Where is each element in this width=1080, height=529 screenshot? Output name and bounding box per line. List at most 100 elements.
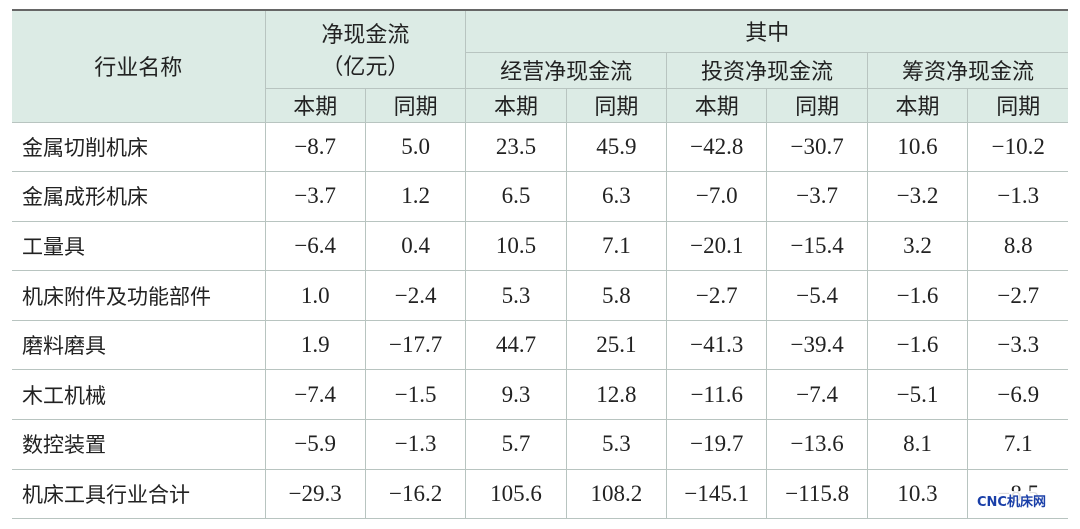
value-cell: −1.6 — [866, 319, 969, 371]
value-cell: −145.1 — [666, 468, 768, 520]
value-cell: −8.7 — [264, 121, 366, 173]
header-cell: 同期 — [766, 87, 868, 123]
table-row: 金属成形机床 −3.7 1.2 6.5 6.3 −7.0 −3.7 −3.2 −1.3 — [12, 171, 1069, 222]
value-cell: −13.6 — [766, 419, 868, 470]
value-cell: 108.2 — [565, 468, 668, 520]
header-cell: 同期 — [967, 87, 1069, 123]
table-row: 数控装置 −5.9 −1.3 5.7 5.3 −19.7 −13.6 8.1 7.1 — [12, 419, 1069, 470]
value-cell: 5.3 — [465, 270, 567, 321]
value-cell: −7.0 — [666, 171, 768, 222]
value-cell: 10.3 — [866, 468, 969, 520]
value-cell: −7.4 — [264, 369, 366, 421]
header-cell: 同期 — [565, 87, 668, 123]
value-cell: −39.4 — [766, 319, 868, 371]
value-cell: 5.8 — [565, 270, 668, 321]
value-cell: −115.8 — [766, 468, 868, 520]
header-text: 净现金流 — [321, 23, 410, 49]
table-body: 金属切削机床 −8.7 5.0 23.5 45.9 −42.8 −30.7 10.6 −10.2… — [12, 121, 1069, 520]
value-cell: −6.4 — [264, 220, 366, 272]
value-cell: 0.4 — [364, 220, 467, 272]
value-cell: −16.2 — [364, 468, 467, 520]
header-cell: 净现金流 （亿元） — [264, 9, 467, 89]
value-cell: 1.9 — [264, 319, 366, 371]
value-cell: −19.7 — [666, 419, 768, 470]
value-cell: −20.1 — [666, 220, 768, 272]
value-cell: −5.9 — [264, 419, 366, 470]
value-cell: 5.7 — [465, 419, 567, 470]
value-cell: −1.6 — [866, 270, 969, 321]
value-cell: −11.6 — [666, 369, 768, 421]
header-cell: 经营净现金流 — [465, 51, 668, 89]
value-cell: −42.8 — [666, 121, 768, 173]
value-cell: 7.1 — [967, 419, 1069, 470]
table-row: 金属切削机床 −8.7 5.0 23.5 45.9 −42.8 −30.7 10.6 −10.2 — [12, 121, 1069, 173]
value-cell: −7.4 — [766, 369, 868, 421]
table-row: 磨料磨具 1.9 −17.7 44.7 25.1 −41.3 −39.4 −1.6 −3.3 — [12, 319, 1069, 371]
cash-flow-table: 行业名称 净现金流 （亿元） 其中 经营净现金流 投资净现金流 筹资净现金流 本期… — [12, 9, 1069, 520]
row-name: 工量具 — [12, 220, 266, 272]
value-cell: 9.3 — [465, 369, 567, 421]
value-cell: 45.9 — [565, 121, 668, 173]
value-cell: 6.3 — [565, 171, 668, 222]
header-cell: 本期 — [465, 87, 567, 123]
header-cell: 本期 — [265, 87, 366, 123]
table-row: 木工机械 −7.4 −1.5 9.3 12.8 −11.6 −7.4 −5.1 −6.9 — [12, 369, 1069, 421]
value-cell: 6.5 — [465, 171, 567, 222]
header-cell: 本期 — [666, 87, 768, 123]
value-cell: −15.4 — [766, 220, 868, 272]
value-cell: 8.8 — [967, 220, 1069, 272]
value-cell: 1.0 — [264, 270, 366, 321]
value-cell: 105.6 — [465, 468, 567, 520]
header-cell: 本期 — [866, 87, 969, 123]
row-name: 金属成形机床 — [12, 171, 266, 222]
header-text: （亿元） — [321, 55, 410, 81]
value-cell: −5.4 — [766, 270, 868, 321]
value-cell: −29.3 — [264, 468, 366, 520]
row-name: 磨料磨具 — [12, 319, 266, 371]
value-cell: −1.3 — [967, 171, 1069, 222]
value-cell: 10.6 — [866, 121, 969, 173]
value-cell: −3.7 — [766, 171, 868, 222]
value-cell: −1.5 — [364, 369, 467, 421]
value-cell: 44.7 — [465, 319, 567, 371]
row-name: 机床工具行业合计 — [12, 468, 266, 520]
value-cell: −17.7 — [364, 319, 467, 371]
value-cell: 25.1 — [565, 319, 668, 371]
row-name: 木工机械 — [12, 369, 266, 421]
value-cell: −30.7 — [766, 121, 868, 173]
header-cell: 其中 — [465, 9, 1069, 53]
value-cell: 7.1 — [565, 220, 668, 272]
value-cell: −1.3 — [364, 419, 467, 470]
value-cell: 5.0 — [364, 121, 467, 173]
value-cell: −3.7 — [264, 171, 366, 222]
value-cell: 1.2 — [364, 171, 467, 222]
value-cell: 8.1 — [866, 419, 969, 470]
header-cell: 行业名称 — [12, 9, 266, 123]
header-cell: 同期 — [364, 87, 467, 123]
value-cell: 5.3 — [565, 419, 668, 470]
row-name: 数控装置 — [12, 419, 266, 470]
value-cell: −3.2 — [866, 171, 969, 222]
table-header: 行业名称 净现金流 （亿元） 其中 经营净现金流 投资净现金流 筹资净现金流 本期… — [12, 9, 1069, 123]
value-cell: 3.2 — [866, 220, 969, 272]
table-row: 机床工具行业合计 −29.3 −16.2 105.6 108.2 −145.1 −115.8… — [12, 468, 1069, 520]
value-cell: 23.5 — [465, 121, 567, 173]
header-cell: 投资净现金流 — [666, 51, 868, 89]
value-cell: −2.4 — [364, 270, 467, 321]
value-cell: −3.3 — [967, 319, 1069, 371]
value-cell: 12.8 — [565, 369, 668, 421]
value-cell: −2.7 — [666, 270, 768, 321]
value-cell: −2.7 — [967, 270, 1069, 321]
value-cell: −10.2 — [967, 121, 1069, 173]
watermark: CNC机床网 — [975, 491, 1048, 510]
value-cell: −41.3 — [666, 319, 768, 371]
row-name: 机床附件及功能部件 — [12, 270, 266, 321]
value-cell: 10.5 — [465, 220, 567, 272]
row-name: 金属切削机床 — [12, 121, 266, 173]
header-cell: 筹资净现金流 — [866, 51, 1069, 89]
value-cell: −5.1 — [866, 369, 969, 421]
table-row: 工量具 −6.4 0.4 10.5 7.1 −20.1 −15.4 3.2 8.8 — [12, 220, 1069, 272]
table-row: 机床附件及功能部件 1.0 −2.4 5.3 5.8 −2.7 −5.4 −1.6 −2.7 — [12, 270, 1069, 321]
value-cell: −6.9 — [967, 369, 1069, 421]
